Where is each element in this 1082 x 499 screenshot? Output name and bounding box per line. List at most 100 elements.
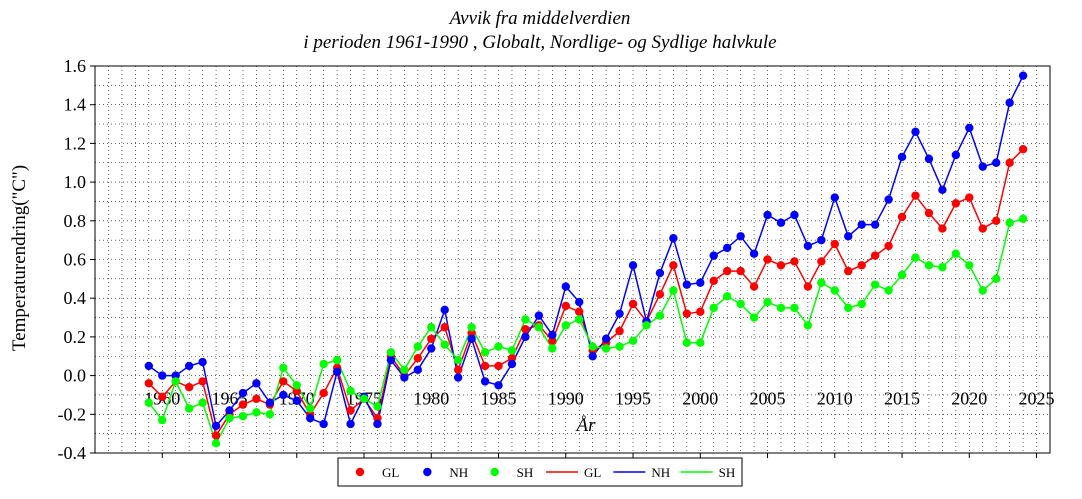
data-point-gl <box>897 212 907 222</box>
data-point-nh <box>211 421 221 431</box>
data-point-sh <box>642 321 651 330</box>
y-axis-label: Temperaturendring("C") <box>9 165 30 351</box>
data-point-nh <box>413 365 423 374</box>
data-point-sh <box>252 408 261 417</box>
data-point-gl <box>830 239 839 249</box>
series-line-nh <box>148 75 1024 428</box>
data-point-gl <box>507 353 517 363</box>
data-point-nh <box>884 195 893 204</box>
x-axis-label: År <box>575 415 597 436</box>
data-point-nh <box>736 232 745 241</box>
data-point-nh <box>601 334 611 344</box>
data-point-sh <box>709 303 718 313</box>
data-point-nh <box>924 154 934 164</box>
data-point-nh <box>682 280 692 289</box>
y-tick-label: 0.2 <box>64 327 87 347</box>
data-point-nh <box>696 278 705 287</box>
data-point-gl <box>844 266 853 276</box>
data-point-sh <box>938 263 947 272</box>
data-point-sh <box>521 315 530 324</box>
data-point-sh <box>144 398 154 407</box>
data-point-nh <box>1005 98 1014 107</box>
data-point-gl <box>857 261 866 270</box>
y-tick-label: 1.0 <box>64 172 87 192</box>
data-point-sh <box>722 292 732 301</box>
data-point-sh <box>817 278 826 287</box>
data-point-nh <box>453 373 463 382</box>
data-point-gl <box>669 261 678 270</box>
tick-labels: 1.61.41.21.00.80.60.40.20.0-0.2-0.419601… <box>58 56 1055 463</box>
data-point-gl <box>373 413 382 423</box>
data-point-gl <box>158 392 167 402</box>
data-point-sh <box>897 270 907 280</box>
data-point-gl <box>467 328 476 338</box>
data-point-nh <box>158 371 167 380</box>
data-point-gl <box>615 326 624 336</box>
data-point-nh <box>722 243 732 253</box>
x-tick-label: 1980 <box>413 389 449 409</box>
legend-label-nh: NH <box>651 465 670 480</box>
legend-label-sh: SH <box>719 465 736 480</box>
data-point-nh <box>144 361 154 371</box>
data-point-gl <box>749 282 759 291</box>
data-point-nh <box>709 251 718 260</box>
data-point-nh <box>978 162 987 171</box>
data-point-nh <box>184 361 194 371</box>
data-point-sh <box>615 342 624 351</box>
data-point-sh <box>844 303 853 313</box>
data-point-nh <box>171 371 180 380</box>
data-point-sh <box>386 348 396 357</box>
data-point-sh <box>211 439 221 448</box>
y-tick-label: 1.2 <box>64 133 87 153</box>
data-point-nh <box>225 406 234 415</box>
data-point-sh <box>1005 218 1014 227</box>
x-tick-label: 2020 <box>951 389 987 409</box>
data-point-sh <box>480 348 490 357</box>
data-point-sh <box>413 342 423 351</box>
data-point-sh <box>265 410 275 419</box>
data-point-gl <box>494 361 503 371</box>
data-point-sh <box>884 286 893 295</box>
data-point-gl <box>561 301 570 311</box>
data-point-sh <box>561 321 570 330</box>
data-point-sh <box>225 413 234 423</box>
data-point-nh <box>615 309 624 318</box>
y-tick-label: 0.4 <box>64 288 87 308</box>
data-point-gl <box>480 361 490 371</box>
data-point-nh <box>911 127 920 136</box>
data-point-nh <box>480 377 490 386</box>
data-point-gl <box>965 193 974 202</box>
data-point-nh <box>507 359 517 369</box>
legend-label-nh: NH <box>449 465 468 480</box>
legend: GL NH SH GL NH SH <box>337 457 743 487</box>
data-point-sh <box>857 299 866 309</box>
data-point-nh <box>790 210 799 220</box>
data-point-nh <box>198 357 207 367</box>
data-point-sh <box>924 261 934 270</box>
y-tick-label: -0.4 <box>58 443 87 463</box>
data-point-sh <box>507 346 517 355</box>
data-point-gl <box>548 336 557 345</box>
data-point-sh <box>332 355 342 365</box>
data-point-gl <box>655 290 665 299</box>
data-point-sh <box>749 313 759 322</box>
series-points <box>144 71 1028 448</box>
data-point-nh <box>776 218 786 227</box>
data-point-nh <box>870 220 880 229</box>
data-point-gl <box>709 276 718 285</box>
y-tick-label: -0.2 <box>58 404 87 424</box>
data-point-sh <box>1018 214 1028 224</box>
data-point-sh <box>171 377 180 386</box>
data-point-sh <box>965 261 974 270</box>
data-point-nh <box>534 311 544 320</box>
data-point-sh <box>453 355 463 365</box>
x-tick-label: 1995 <box>615 389 651 409</box>
data-point-nh <box>763 210 772 220</box>
data-point-sh <box>467 323 476 332</box>
data-point-sh <box>991 274 1001 284</box>
data-point-nh <box>548 330 557 340</box>
data-point-gl <box>1005 158 1014 167</box>
data-point-nh <box>669 234 678 243</box>
